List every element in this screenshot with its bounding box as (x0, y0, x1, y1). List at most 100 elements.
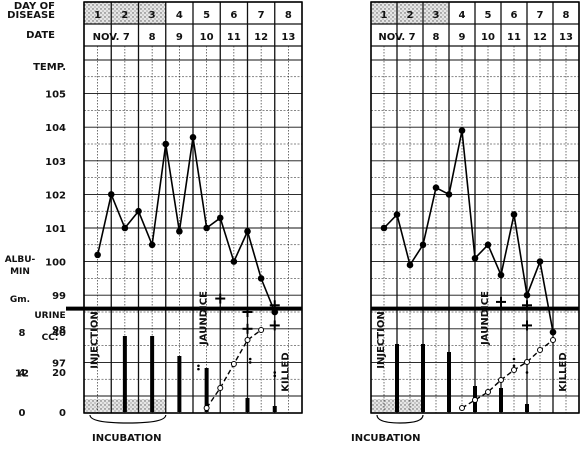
small-dot (273, 371, 277, 374)
urine-point (472, 397, 478, 403)
small-dot (512, 364, 516, 368)
day-number: 8 (563, 10, 570, 21)
incubation-label: INCUBATION (92, 433, 162, 444)
albumin-label-line2: MIN (10, 267, 30, 277)
albumin-bar (272, 406, 277, 412)
day-number: 1 (381, 10, 388, 21)
small-dot (197, 364, 200, 368)
urine-point (524, 359, 530, 365)
date-label: 12 (533, 32, 547, 43)
albumin-unit-label: Gm. (10, 295, 30, 305)
temperature-point (510, 211, 518, 218)
temperature-point (458, 127, 466, 134)
temperature-point (471, 254, 479, 262)
temperature-point (216, 214, 224, 222)
temperature-point (176, 228, 183, 235)
day-of-label-line2: DISEASE (7, 10, 55, 21)
chart-frame (370, 1, 580, 414)
urine-point (244, 337, 251, 343)
temperature-tick-label: 105 (45, 90, 66, 101)
injection-annotation: INJECTION (90, 311, 101, 368)
temperature-point (536, 258, 544, 265)
date-label: 13 (559, 32, 573, 43)
temperature-tick-label: 97 (52, 358, 66, 369)
date-label: 9 (459, 32, 466, 43)
day-number: 6 (230, 10, 237, 21)
urine-tick-label: 20 (52, 368, 66, 379)
temperature-tick-label: 103 (45, 157, 66, 168)
day-number: 7 (258, 10, 265, 21)
albumin-bar (525, 404, 529, 412)
temperature-point (271, 308, 279, 316)
day-number: 6 (511, 10, 518, 21)
jaundice-annotation: JAUNDICE (480, 291, 491, 346)
albumin-bar (447, 352, 451, 412)
chart-frame (83, 1, 303, 414)
date-label: 8 (433, 32, 440, 43)
date-label: 8 (149, 32, 156, 43)
urine-point (230, 361, 237, 367)
temperature-point (162, 140, 170, 148)
urine-point (511, 367, 517, 373)
day-number: 2 (121, 10, 128, 21)
urine-point (485, 389, 491, 395)
day-number: 3 (433, 10, 440, 21)
temperature-point (523, 291, 531, 299)
day-number: 5 (485, 10, 492, 21)
temperature-point (189, 133, 197, 141)
albumin-bar (499, 388, 503, 412)
temperature-point (549, 328, 557, 336)
urine-point (258, 327, 265, 333)
temperature-point (497, 271, 505, 279)
urine-unit-label: CC. (42, 333, 59, 343)
albumin-bar (177, 356, 182, 412)
temperature-tick-label: 99 (52, 291, 66, 302)
temperature-point (230, 258, 238, 265)
temperature-tick-label: 104 (45, 123, 66, 134)
urine-point (203, 405, 210, 411)
urine-point (459, 405, 465, 411)
small-dot (248, 361, 252, 364)
albumin-bar (122, 336, 127, 412)
temperature-point (484, 241, 492, 249)
temperature-point (135, 207, 142, 215)
date-label: 13 (281, 32, 295, 43)
temperature-line (96, 137, 276, 313)
small-dot (197, 367, 200, 371)
date-label: 10 (200, 32, 214, 43)
temperature-tick-label: TEMP. (33, 62, 66, 73)
temperature-tick-label: 101 (45, 224, 66, 235)
day-cell-shaded (138, 2, 166, 24)
temperature-point (94, 251, 101, 259)
date-label: 9 (176, 32, 183, 43)
day-number: 7 (537, 10, 544, 21)
day-cell-shaded (84, 2, 112, 24)
temperature-tick-label: 98 (52, 325, 66, 336)
day-number: 3 (149, 10, 156, 21)
urine-point (550, 337, 556, 343)
albumin-tick-label: 0 (19, 408, 26, 419)
temperature-point (257, 275, 265, 282)
albumin-tick-label: 8 (19, 328, 26, 339)
urine-tick-label: 40 (52, 328, 66, 339)
temperature-point (148, 241, 156, 249)
temperature-point (406, 261, 414, 269)
day-cell-shaded (371, 2, 397, 24)
day-number: 2 (407, 10, 414, 21)
killed-annotation: KILLED (558, 352, 569, 391)
temperature-point (432, 184, 440, 191)
small-dot (512, 357, 516, 361)
albumin-bar (395, 344, 399, 412)
temperature-point (203, 224, 210, 232)
day-number: 5 (203, 10, 210, 21)
albumin-label-line1: ALBU- (5, 255, 36, 265)
killed-annotation: KILLED (280, 352, 291, 391)
temperature-point (121, 224, 129, 232)
albumin-bar (421, 344, 425, 412)
albumin-tick-label: 12 (15, 368, 29, 379)
albumin-tick-label: 4 (19, 368, 26, 379)
temperature-point (380, 224, 388, 232)
